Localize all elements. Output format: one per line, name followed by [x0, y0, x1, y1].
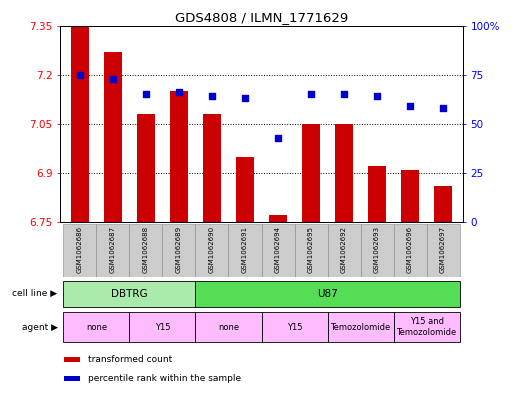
Bar	[262, 312, 327, 342]
Title: GDS4808 / ILMN_1771629: GDS4808 / ILMN_1771629	[175, 11, 348, 24]
Bar	[434, 186, 452, 222]
Text: GSM1062692: GSM1062692	[341, 226, 347, 273]
Point	[109, 75, 117, 82]
Point	[142, 91, 150, 97]
Text: Y15: Y15	[287, 323, 302, 332]
Bar	[63, 281, 196, 307]
Bar	[302, 124, 320, 222]
Bar	[170, 91, 188, 222]
Text: U87: U87	[317, 289, 338, 299]
Bar	[196, 312, 262, 342]
Point	[307, 91, 315, 97]
Bar	[104, 52, 122, 222]
Text: GSM1062696: GSM1062696	[407, 226, 413, 273]
Bar	[64, 376, 81, 381]
Bar	[203, 114, 221, 222]
Bar	[327, 312, 393, 342]
Bar	[335, 124, 353, 222]
Text: none: none	[86, 323, 107, 332]
Point	[76, 72, 84, 78]
Bar	[360, 224, 393, 277]
Bar	[427, 224, 460, 277]
Bar	[368, 166, 386, 222]
Bar	[229, 224, 262, 277]
Bar	[393, 312, 460, 342]
Point	[340, 91, 348, 97]
Point	[241, 95, 249, 101]
Text: GSM1062686: GSM1062686	[77, 226, 83, 273]
Text: GSM1062689: GSM1062689	[176, 226, 182, 273]
Text: cell line ▶: cell line ▶	[13, 289, 58, 298]
Bar	[236, 156, 254, 222]
Text: GSM1062694: GSM1062694	[275, 226, 281, 273]
Bar	[393, 224, 427, 277]
Bar	[130, 224, 163, 277]
Point	[406, 103, 414, 109]
Bar	[262, 224, 294, 277]
Bar	[401, 170, 419, 222]
Bar	[163, 224, 196, 277]
Text: GSM1062687: GSM1062687	[110, 226, 116, 273]
Point	[208, 93, 216, 99]
Point	[274, 134, 282, 141]
Bar	[64, 357, 81, 362]
Text: GSM1062688: GSM1062688	[143, 226, 149, 273]
Text: GSM1062690: GSM1062690	[209, 226, 215, 273]
Bar	[63, 224, 96, 277]
Text: Temozolomide: Temozolomide	[331, 323, 391, 332]
Text: GSM1062691: GSM1062691	[242, 226, 248, 273]
Text: none: none	[218, 323, 239, 332]
Bar	[96, 224, 130, 277]
Bar	[294, 224, 327, 277]
Bar	[269, 215, 287, 222]
Text: GSM1062693: GSM1062693	[374, 226, 380, 273]
Bar	[196, 224, 229, 277]
Bar	[63, 312, 130, 342]
Bar	[196, 281, 460, 307]
Text: DBTRG: DBTRG	[111, 289, 148, 299]
Text: Y15 and
Temozolomide: Y15 and Temozolomide	[396, 318, 457, 337]
Text: Y15: Y15	[155, 323, 170, 332]
Point	[175, 89, 183, 95]
Point	[439, 105, 447, 111]
Text: transformed count: transformed count	[88, 355, 173, 364]
Text: GSM1062695: GSM1062695	[308, 226, 314, 273]
Text: agent ▶: agent ▶	[21, 323, 58, 332]
Point	[373, 93, 381, 99]
Text: GSM1062697: GSM1062697	[440, 226, 446, 273]
Bar	[137, 114, 155, 222]
Bar	[327, 224, 360, 277]
Bar	[130, 312, 196, 342]
Text: percentile rank within the sample: percentile rank within the sample	[88, 374, 242, 383]
Bar	[71, 26, 89, 222]
